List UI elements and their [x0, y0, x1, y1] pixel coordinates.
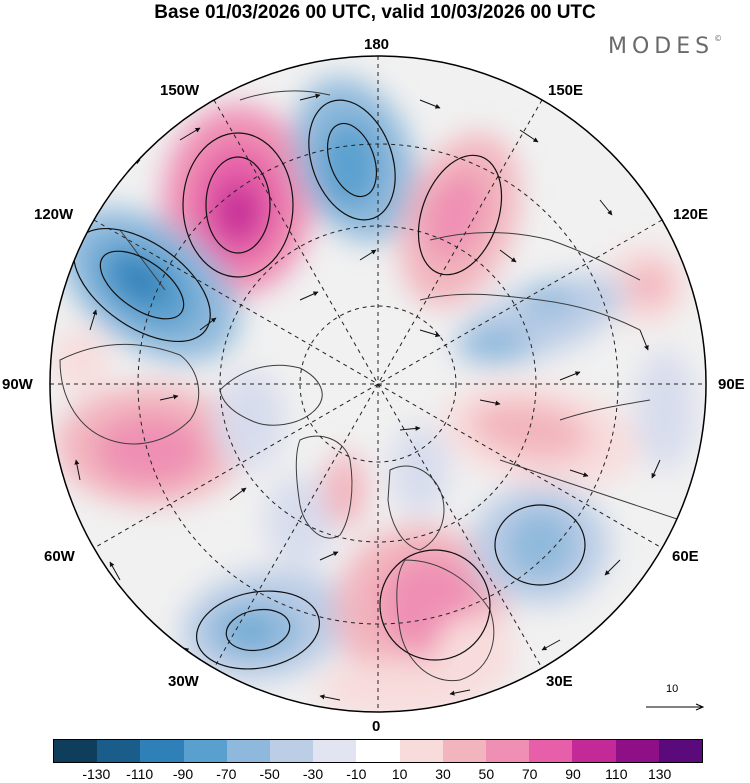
map-border [49, 55, 707, 713]
colorbar-tick-label: -70 [216, 766, 237, 782]
colorbar-swatch [615, 740, 659, 762]
reference-vector-value: 10 [666, 683, 679, 695]
brand-mark: © [714, 34, 723, 43]
lon-label-90w: 90W [2, 376, 33, 393]
colorbar-swatch [356, 740, 400, 762]
colorbar-swatch [54, 740, 98, 762]
lon-label-150w: 150W [160, 82, 200, 99]
coastlines [59, 90, 681, 682]
modes-logo: MODES© [608, 34, 722, 59]
colorbar-tick-label: -90 [172, 766, 194, 782]
colorbar-tick-label: -30 [302, 766, 324, 782]
graticule [50, 56, 706, 712]
colorbar-swatch [486, 740, 530, 762]
polar-map [49, 55, 707, 713]
colorbar-swatch [313, 740, 357, 762]
colorbar-tick-label: 70 [521, 766, 538, 782]
colorbar-swatch [97, 740, 141, 762]
lon-label-0: 0 [372, 718, 381, 735]
colorbar-tick-label: 50 [478, 766, 495, 782]
colorbar-tick-label: 110 [605, 766, 628, 782]
anomaly-field [50, 56, 706, 712]
lon-label-150e: 150E [548, 82, 584, 99]
colorbar [53, 739, 703, 763]
reference-arrow-icon [646, 703, 705, 711]
colorbar-tick-label: -130 [82, 766, 111, 782]
colorbar-swatch [399, 740, 443, 762]
colorbar-tick-label: -10 [346, 766, 367, 782]
colorbar-tick-label: -110 [126, 766, 154, 782]
colorbar-swatch [270, 740, 314, 762]
lon-label-60e: 60E [672, 548, 699, 565]
colorbar-tick-label: 130 [647, 766, 672, 782]
colorbar-tick-label: -50 [259, 766, 280, 782]
reference-vector: 10 [646, 683, 706, 713]
colorbar-swatch [140, 740, 184, 762]
lon-label-30w: 30W [168, 673, 199, 690]
colorbar-swatch [572, 740, 616, 762]
colorbar-swatch [658, 740, 703, 762]
lon-label-60w: 60W [44, 548, 75, 565]
colorbar-tick-label: 10 [391, 766, 408, 782]
lon-label-30e: 30E [546, 673, 573, 690]
lon-label-90e: 90E [718, 376, 745, 393]
brand-name: MODES [608, 34, 715, 59]
colorbar-swatch [183, 740, 227, 762]
streamlines [73, 99, 586, 670]
lon-label-180: 180 [364, 36, 390, 53]
colorbar-ticks: -130 -110 -90 -70 -50 -30 -10 10 30 50 70 90 110 130 [0, 766, 750, 783]
colorbar-tick-label: 90 [565, 766, 581, 782]
lon-label-120w: 120W [34, 206, 74, 223]
colorbar-swatch [442, 740, 487, 762]
colorbar-tick-label: 30 [435, 766, 451, 782]
lon-label-120e: 120E [673, 206, 709, 223]
colorbar-swatch [226, 740, 271, 762]
chart-title: Base 01/03/2026 00 UTC, valid 10/03/2026… [154, 2, 596, 23]
colorbar-swatch [529, 740, 573, 762]
